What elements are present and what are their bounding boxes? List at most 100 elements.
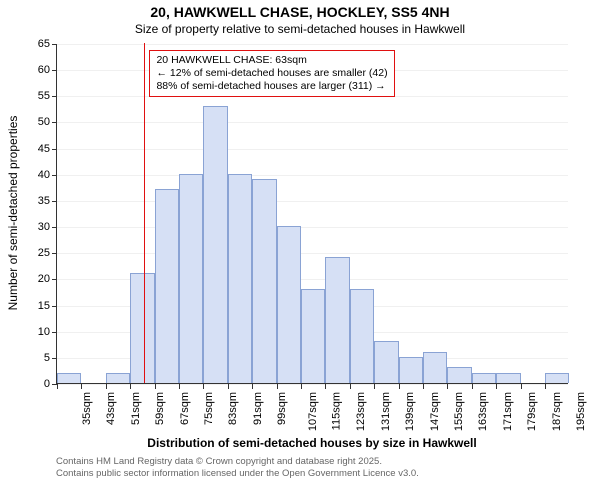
xtick-mark	[447, 384, 448, 389]
xtick-mark	[81, 384, 82, 389]
ytick-mark	[52, 227, 57, 228]
histogram-bar	[277, 226, 301, 383]
xtick-label: 163sqm	[478, 392, 490, 431]
histogram-bar	[374, 341, 398, 383]
xtick-mark	[203, 384, 204, 389]
xtick-label: 123sqm	[356, 392, 368, 431]
gridline	[57, 175, 568, 176]
ytick-mark	[52, 70, 57, 71]
xtick-label: 91sqm	[252, 392, 264, 425]
histogram-bar	[472, 373, 496, 383]
histogram-bar	[301, 289, 325, 383]
histogram-bar	[179, 174, 203, 383]
xtick-mark	[106, 384, 107, 389]
callout-line: ← 12% of semi-detached houses are smalle…	[156, 67, 387, 80]
ytick-mark	[52, 96, 57, 97]
chart-title: 20, HAWKWELL CHASE, HOCKLEY, SS5 4NH	[0, 4, 600, 20]
ytick-label: 20	[30, 273, 50, 285]
callout-line: 20 HAWKWELL CHASE: 63sqm	[156, 54, 387, 67]
xtick-mark	[252, 384, 253, 389]
histogram-bar	[203, 106, 227, 383]
callout-line: 88% of semi-detached houses are larger (…	[156, 80, 387, 93]
histogram-bar	[350, 289, 374, 383]
histogram-bar	[252, 179, 276, 383]
ytick-label: 50	[30, 116, 50, 128]
attribution-text: Contains HM Land Registry data © Crown c…	[56, 456, 419, 481]
xtick-label: 139sqm	[404, 392, 416, 431]
x-axis-title: Distribution of semi-detached houses by …	[56, 436, 568, 450]
xtick-label: 99sqm	[276, 392, 288, 425]
histogram-bar	[423, 352, 447, 383]
histogram-bar	[496, 373, 520, 383]
xtick-mark	[301, 384, 302, 389]
xtick-label: 83sqm	[227, 392, 239, 425]
ytick-mark	[52, 175, 57, 176]
histogram-bar	[399, 357, 423, 383]
gridline	[57, 253, 568, 254]
xtick-mark	[228, 384, 229, 389]
xtick-mark	[423, 384, 424, 389]
histogram-bar	[447, 367, 471, 383]
ytick-label: 0	[30, 378, 50, 390]
ytick-label: 25	[30, 247, 50, 259]
ytick-label: 65	[30, 38, 50, 50]
ytick-mark	[52, 201, 57, 202]
ytick-label: 60	[30, 64, 50, 76]
xtick-mark	[399, 384, 400, 389]
gridline	[57, 201, 568, 202]
gridline	[57, 227, 568, 228]
ytick-mark	[52, 122, 57, 123]
ytick-mark	[52, 332, 57, 333]
xtick-mark	[325, 384, 326, 389]
histogram-bar	[130, 273, 154, 383]
xtick-label: 187sqm	[551, 392, 563, 431]
xtick-label: 115sqm	[330, 392, 342, 430]
gridline	[57, 44, 568, 45]
xtick-mark	[545, 384, 546, 389]
xtick-label: 67sqm	[179, 392, 191, 425]
xtick-mark	[350, 384, 351, 389]
ytick-label: 15	[30, 300, 50, 312]
chart-subtitle: Size of property relative to semi-detach…	[0, 22, 600, 36]
xtick-label: 75sqm	[203, 392, 215, 425]
histogram-bar	[325, 257, 349, 383]
attribution-line: Contains public sector information licen…	[56, 468, 419, 480]
ytick-mark	[52, 44, 57, 45]
xtick-mark	[521, 384, 522, 389]
marker-line	[144, 43, 145, 383]
ytick-label: 55	[30, 90, 50, 102]
histogram-bar	[545, 373, 569, 383]
xtick-label: 147sqm	[429, 392, 441, 431]
xtick-label: 43sqm	[105, 392, 117, 425]
xtick-label: 131sqm	[380, 392, 392, 431]
xtick-label: 195sqm	[575, 392, 587, 431]
xtick-label: 59sqm	[154, 392, 166, 425]
ytick-mark	[52, 149, 57, 150]
attribution-line: Contains HM Land Registry data © Crown c…	[56, 456, 419, 468]
ytick-label: 45	[30, 143, 50, 155]
xtick-mark	[277, 384, 278, 389]
ytick-mark	[52, 358, 57, 359]
xtick-label: 51sqm	[130, 392, 142, 425]
histogram-bar	[57, 373, 81, 383]
gridline	[57, 149, 568, 150]
xtick-mark	[374, 384, 375, 389]
xtick-mark	[57, 384, 58, 389]
ytick-label: 40	[30, 169, 50, 181]
gridline	[57, 122, 568, 123]
ytick-label: 10	[30, 326, 50, 338]
xtick-label: 179sqm	[526, 392, 538, 431]
ytick-label: 5	[30, 352, 50, 364]
y-axis-title: Number of semi-detached properties	[6, 83, 20, 343]
xtick-mark	[155, 384, 156, 389]
histogram-bar	[155, 189, 179, 383]
ytick-mark	[52, 279, 57, 280]
callout-box: 20 HAWKWELL CHASE: 63sqm← 12% of semi-de…	[149, 50, 394, 97]
xtick-label: 155sqm	[453, 392, 465, 431]
ytick-label: 30	[30, 221, 50, 233]
histogram-bar	[106, 373, 130, 383]
ytick-mark	[52, 306, 57, 307]
xtick-mark	[472, 384, 473, 389]
xtick-mark	[179, 384, 180, 389]
xtick-mark	[496, 384, 497, 389]
